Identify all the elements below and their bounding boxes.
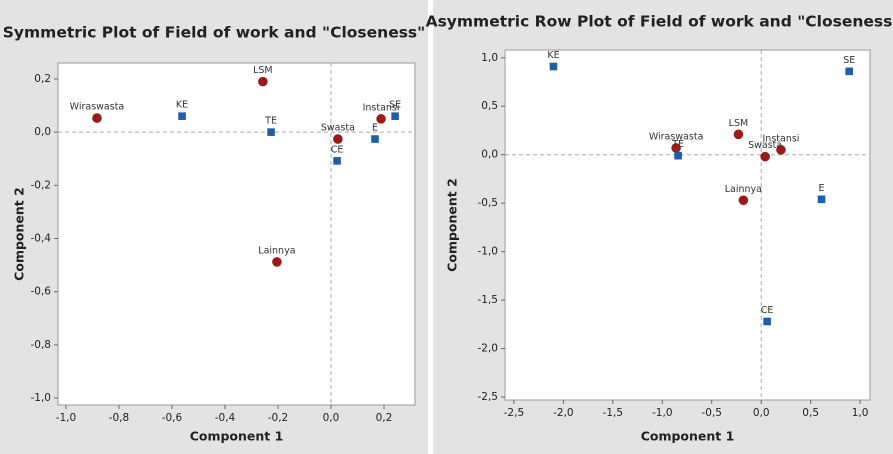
- point-label: Swasta: [321, 123, 355, 134]
- y-tick-label: -2,0: [478, 343, 499, 355]
- point-label: TE: [264, 116, 277, 127]
- x-tick-label: 1,0: [852, 407, 869, 419]
- x-tick-label: -0,8: [109, 412, 130, 424]
- point-label: SE: [389, 100, 401, 111]
- x-tick-label: -0,2: [268, 412, 289, 424]
- point: [178, 112, 186, 120]
- point-label: Lainnya: [725, 184, 762, 195]
- chart-title: Symmetric Plot of Field of work and "Clo…: [3, 24, 425, 42]
- y-tick-label: 1,0: [481, 52, 498, 64]
- point: [763, 317, 771, 326]
- point-label: E: [372, 123, 378, 134]
- chart-panel: Symmetric Plot of Field of work and "Clo…: [0, 0, 428, 454]
- x-tick-label: -0,6: [162, 412, 183, 424]
- point-label: CE: [761, 305, 774, 316]
- x-tick-label: -0,5: [701, 407, 722, 419]
- chart-title: Asymmetric Row Plot of Field of work and…: [426, 13, 893, 31]
- point-label: Instansi: [363, 102, 400, 113]
- point: [738, 195, 749, 206]
- y-tick-label: -0,4: [31, 233, 52, 245]
- point-label: Lainnya: [258, 245, 295, 256]
- point-label: CE: [331, 144, 344, 155]
- point: [674, 151, 682, 160]
- y-tick-label: -0,5: [478, 197, 499, 209]
- point: [671, 143, 681, 153]
- y-tick-label: -0,6: [31, 286, 52, 298]
- point: [371, 135, 379, 143]
- point: [760, 151, 770, 162]
- point: [92, 113, 102, 123]
- point: [549, 62, 558, 71]
- point: [258, 76, 268, 87]
- x-tick-label: -0,4: [215, 412, 236, 424]
- point: [817, 195, 826, 204]
- plot-area: [57, 62, 416, 406]
- y-axis-label: Component 2: [12, 187, 27, 281]
- y-tick-label: -2,5: [478, 391, 499, 403]
- y-tick-label: 0,2: [34, 73, 51, 85]
- y-tick-label: -1,0: [31, 392, 52, 404]
- x-tick-label: 0,0: [753, 407, 770, 419]
- y-tick-label: 0,0: [34, 126, 51, 138]
- x-tick-label: 0,5: [802, 407, 819, 419]
- point-label: LSM: [253, 65, 273, 76]
- chart-panel: Asymmetric Row Plot of Field of work and…: [426, 0, 893, 454]
- x-tick-label: -1,0: [652, 407, 673, 419]
- point-label: TE: [671, 139, 684, 150]
- point: [376, 114, 386, 124]
- point: [845, 67, 854, 76]
- point: [733, 129, 744, 140]
- x-tick-label: 0,2: [376, 412, 393, 424]
- point-label: SE: [843, 55, 855, 66]
- point: [333, 134, 343, 144]
- x-tick-label: -2,5: [504, 407, 525, 419]
- y-tick-label: -1,5: [478, 294, 499, 306]
- point: [391, 112, 399, 120]
- point-label: E: [819, 183, 825, 194]
- point-label: KE: [176, 100, 188, 111]
- x-tick-label: -1,0: [56, 412, 77, 424]
- x-tick-label: -1,5: [603, 407, 624, 419]
- y-tick-label: 0,0: [481, 149, 498, 161]
- y-tick-label: -0,2: [31, 179, 52, 191]
- y-tick-label: -0,8: [31, 339, 52, 351]
- point-label: Swasta: [748, 140, 782, 151]
- y-tick-label: -1,0: [478, 246, 499, 258]
- y-axis-label: Component 2: [445, 178, 460, 272]
- x-tick-label: 0,0: [323, 412, 340, 424]
- plot-area: [504, 49, 871, 401]
- point-label: LSM: [729, 118, 749, 129]
- x-axis-label: Component 1: [190, 429, 284, 444]
- point-label: KE: [547, 50, 559, 61]
- point: [333, 157, 341, 165]
- point: [272, 257, 282, 267]
- x-tick-label: -2,0: [553, 407, 574, 419]
- point-label: Wiraswasta: [649, 131, 704, 142]
- point: [267, 128, 275, 136]
- point-label: Wiraswasta: [70, 102, 125, 113]
- x-axis-label: Component 1: [641, 429, 735, 444]
- point-label: Instansi: [763, 133, 800, 144]
- point: [776, 145, 786, 155]
- y-tick-label: 0,5: [481, 100, 498, 112]
